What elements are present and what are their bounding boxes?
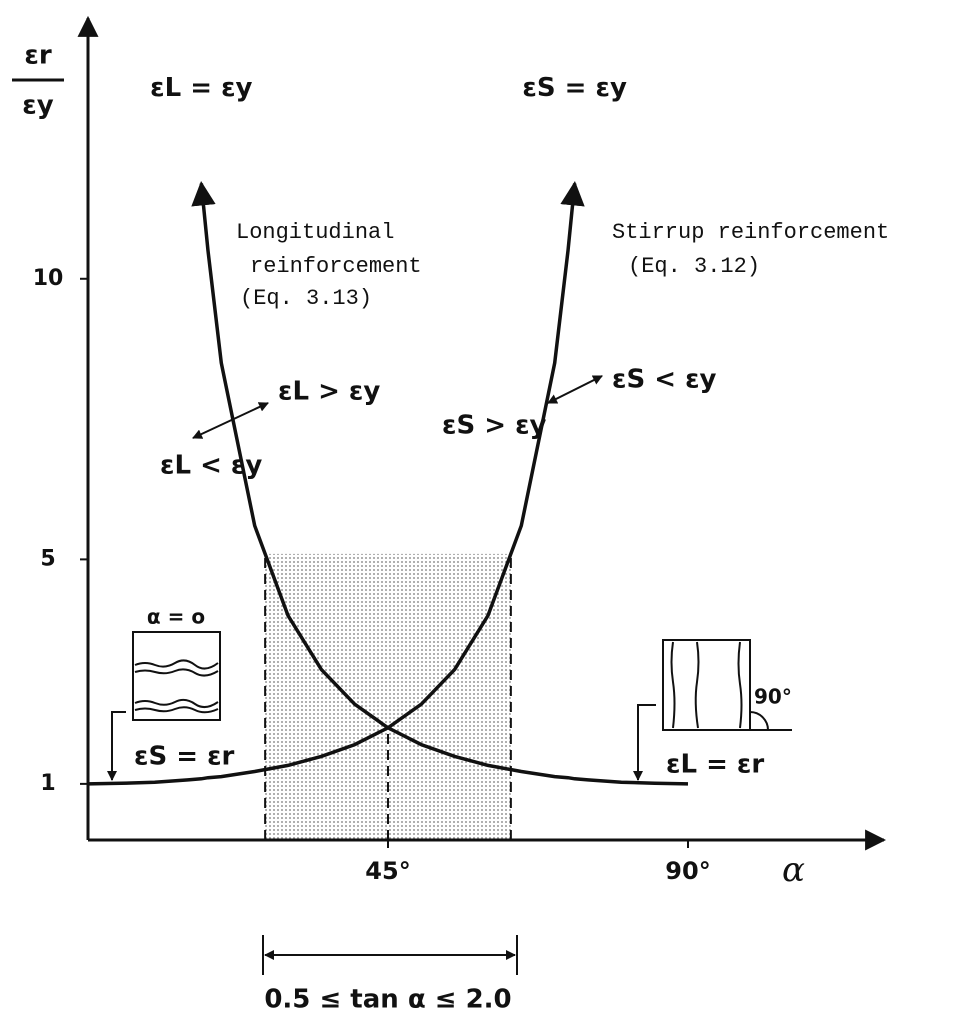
angle-arc [749,711,769,731]
annotation: εS < εy [612,365,717,395]
note: reinforcement [250,254,422,279]
annotation: εL = εr [666,750,764,780]
note: (Eq. 3.13) [240,286,372,311]
range-label: 0.5 ≤ tan α ≤ 2.0 [264,985,511,1015]
note: Longitudinal [236,220,394,245]
annotation: εL > εy [278,377,380,407]
pointer [633,704,656,781]
note: (Eq. 3.12) [628,254,760,279]
y-tick-label: 5 [40,546,55,571]
y-tick-label: 1 [40,771,55,796]
x-tick-label: 90° [665,857,710,885]
crack [670,641,743,729]
annotation: εL < εy [160,451,262,481]
note: Stirrup reinforcement [612,220,889,245]
arrow [192,402,269,439]
y-tick-label: 10 [33,266,64,291]
y-label-den: εy [22,91,53,121]
curve-label: εL = εy [150,73,252,103]
curve-label: εS = εy [522,73,627,103]
x-label: α [782,850,805,890]
arrow [547,375,603,404]
annotation: α = o [147,605,205,629]
annotation: εS > εy [442,411,547,441]
crack [134,659,219,714]
annotation: εS = εr [134,742,235,772]
curve [191,180,689,786]
inset-box [662,639,751,731]
inset-box [132,631,221,721]
y-label-num: εr [24,41,51,71]
pointer [107,711,126,781]
x-tick-label: 45° [365,857,410,885]
annotation: 90° [754,685,792,709]
shaded-band [265,553,511,840]
curve [87,180,585,786]
